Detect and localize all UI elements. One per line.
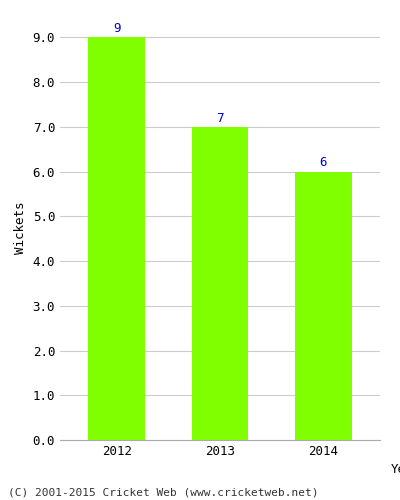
Y-axis label: Wickets: Wickets [14, 201, 27, 254]
Text: (C) 2001-2015 Cricket Web (www.cricketweb.net): (C) 2001-2015 Cricket Web (www.cricketwe… [8, 488, 318, 498]
X-axis label: Year: Year [390, 464, 400, 476]
Text: 7: 7 [216, 112, 224, 124]
Text: 9: 9 [113, 22, 120, 35]
Text: 6: 6 [320, 156, 327, 170]
Bar [295, 172, 352, 440]
Bar [192, 127, 248, 440]
Bar [88, 38, 145, 440]
